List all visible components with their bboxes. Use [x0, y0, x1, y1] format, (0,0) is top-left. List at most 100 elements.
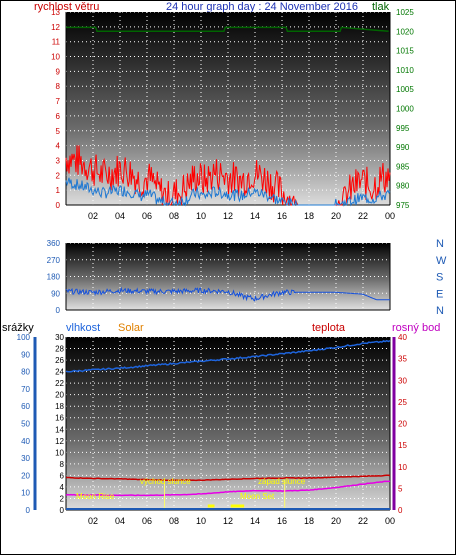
compass-tick-label: E: [436, 288, 443, 300]
wind-x-tick-label: 08: [169, 211, 179, 221]
direction-y-tick-label: 360: [47, 239, 61, 248]
pressure-y-tick-label: 990: [396, 143, 410, 152]
humidity-y-tick-label: 2: [60, 494, 65, 503]
rain-y-tick-label: 60: [21, 402, 30, 411]
pressure-label: tlak: [372, 1, 390, 13]
direction-y-tick-label: 0: [56, 306, 61, 315]
humidity-x-tick-label: 02: [88, 516, 98, 526]
humidity-y-tick-label: 24: [55, 368, 64, 377]
humidity-y-tick-label: 26: [55, 356, 64, 365]
wind-x-tick-label: 14: [250, 211, 260, 221]
pressure-y-tick-label: 1020: [396, 27, 414, 36]
pressure-y-tick-label: 985: [396, 162, 410, 171]
humidity-x-tick-label: 06: [142, 516, 152, 526]
temperature-y-tick-label: 0: [398, 506, 403, 515]
humidity-y-tick-label: 6: [60, 471, 65, 480]
pressure-y-tick-label: 1005: [396, 85, 414, 94]
pressure-y-tick-label: 1010: [396, 66, 414, 75]
humidity-y-tick-label: 8: [60, 460, 65, 469]
humidity-y-tick-label: 16: [55, 414, 64, 423]
wind-y-tick-label: 3: [56, 156, 61, 165]
humidity-x-tick-label: 14: [250, 516, 260, 526]
pressure-line: [66, 26, 389, 33]
moonset-label: Moon Set: [240, 492, 275, 501]
humidity-x-tick-label: 04: [115, 516, 125, 526]
pressure-y-tick-label: 980: [396, 182, 410, 191]
rain-y-tick-label: 100: [17, 333, 31, 342]
wind-x-tick-label: 22: [358, 211, 368, 221]
graph-title: 24 hour graph day : 24 November 2016: [166, 1, 358, 13]
humidity-y-tick-label: 30: [55, 333, 64, 342]
humidity-x-tick-label: 12: [223, 516, 233, 526]
pressure-y-tick-label: 975: [396, 201, 410, 210]
rain-y-tick-label: 50: [21, 420, 30, 429]
wind-x-tick-label: 02: [88, 211, 98, 221]
humidity-y-tick-label: 10: [55, 448, 64, 457]
wind-y-tick-label: 7: [56, 97, 61, 106]
humidity-y-tick-label: 4: [60, 483, 65, 492]
temperature-y-tick-label: 10: [398, 463, 407, 472]
temperature-y-tick-label: 5: [398, 484, 403, 493]
moonrise-label: Moon Rise: [76, 492, 115, 501]
wind-direction-line: [65, 286, 390, 302]
pressure-y-tick-label: 1025: [396, 8, 414, 17]
humidity-y-tick-label: 12: [55, 437, 64, 446]
temperature-y-tick-label: 30: [398, 376, 407, 385]
temperature-label: teplota: [312, 322, 346, 334]
rain-y-tick-label: 10: [21, 489, 30, 498]
humidity-x-tick-label: 16: [277, 516, 287, 526]
wind-x-tick-label: 00: [385, 211, 395, 221]
wind-y-tick-label: 4: [56, 142, 61, 151]
direction-panel-series: [65, 286, 390, 302]
humidity-panel-axes: 02 04 06 08 10 12 14 16 18 20 22 000246810121416182…: [17, 333, 408, 526]
humidity-y-tick-label: 18: [55, 402, 64, 411]
temperature-y-tick-label: 35: [398, 355, 407, 364]
solar-label: Solar: [118, 322, 144, 334]
humidity-y-tick-label: 22: [55, 379, 64, 388]
wind-x-tick-label: 06: [142, 211, 152, 221]
humidity-x-tick-label: 00: [385, 516, 395, 526]
rain-y-tick-label: 0: [26, 506, 31, 515]
sunset-label: západ slunce: [258, 477, 306, 486]
wind-y-tick-label: 6: [56, 112, 61, 121]
compass-tick-label: N: [436, 238, 444, 250]
pressure-y-tick-label: 995: [396, 124, 410, 133]
compass-tick-label: N: [436, 305, 444, 317]
rain-y-tick-label: 90: [21, 350, 30, 359]
humidity-x-tick-label: 18: [304, 516, 314, 526]
humidity-panel-bg: [66, 337, 390, 510]
wind-y-tick-label: 0: [56, 201, 61, 210]
direction-y-tick-label: 180: [47, 273, 61, 282]
temperature-y-tick-label: 15: [398, 441, 407, 450]
humidity-y-tick-label: 20: [55, 391, 64, 400]
wind-panel-series: [65, 26, 391, 207]
humidity-y-tick-label: 14: [55, 425, 64, 434]
wind-y-tick-label: 9: [56, 67, 61, 76]
humidity-panel-series: [65, 339, 391, 510]
humidity-x-tick-label: 08: [169, 516, 179, 526]
humidity-panel-grid: [66, 336, 391, 511]
wind-y-tick-label: 2: [56, 171, 61, 180]
temperature-y-tick-label: 25: [398, 398, 407, 407]
humidity-line: [65, 339, 391, 373]
pressure-y-tick-label: 1015: [396, 47, 414, 56]
humidity-y-tick-label: 0: [60, 506, 65, 515]
temperature-line: [66, 474, 391, 482]
direction-panel-bg: [66, 243, 390, 310]
rain-y-tick-label: 70: [21, 385, 30, 394]
humidity-y-tick-label: 28: [55, 345, 64, 354]
wind-y-tick-label: 11: [52, 38, 61, 47]
wind-x-tick-label: 10: [196, 211, 206, 221]
rain-y-tick-label: 30: [21, 454, 30, 463]
wind-y-tick-label: 1: [56, 186, 61, 195]
wind-y-tick-label: 13: [51, 8, 60, 17]
humidity-x-tick-label: 22: [358, 516, 368, 526]
dewpoint-label: rosný bod: [392, 322, 440, 334]
dewpoint-line: [65, 480, 391, 497]
rain-label: srážky: [2, 322, 34, 334]
wind-x-tick-label: 18: [304, 211, 314, 221]
compass-tick-label: S: [436, 272, 443, 284]
wind-y-tick-label: 8: [56, 82, 61, 91]
